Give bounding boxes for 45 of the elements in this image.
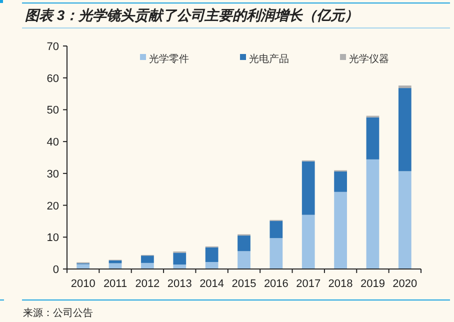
bar <box>270 238 283 269</box>
y-tick-label: 60 <box>46 72 59 85</box>
source-note: 来源：公司公告 <box>23 307 93 319</box>
bar <box>76 264 90 269</box>
x-tick-label: 2016 <box>264 278 288 290</box>
bar <box>398 171 412 269</box>
bar <box>205 262 218 269</box>
bar <box>366 159 380 269</box>
bar <box>398 86 412 88</box>
x-tick-label: 2017 <box>296 278 321 290</box>
bar <box>173 264 186 269</box>
bar <box>334 192 347 269</box>
bar <box>205 247 218 262</box>
y-tick-label: 20 <box>46 200 59 212</box>
legend-label: 光电产品 <box>249 53 289 65</box>
x-tick-label: 2012 <box>135 278 160 290</box>
bar <box>270 220 283 238</box>
x-tick-label: 2013 <box>167 278 192 290</box>
y-tick-label: 40 <box>46 136 59 149</box>
x-tick-label: 2014 <box>200 278 224 290</box>
chart-title: 图表 3：光学镜头贡献了公司主要的利润增长（亿元） <box>25 7 359 23</box>
bar <box>334 172 347 192</box>
y-tick-label: 30 <box>46 168 59 180</box>
legend-label: 光学仪器 <box>349 53 389 65</box>
bar <box>366 117 380 160</box>
x-tick-label: 2019 <box>360 278 385 290</box>
legend-label: 光学零件 <box>149 53 189 65</box>
bar <box>302 161 315 215</box>
x-tick-label: 2011 <box>103 278 128 290</box>
x-tick-label: 2020 <box>392 278 418 290</box>
bar <box>108 260 122 264</box>
bar <box>141 256 154 263</box>
bar <box>238 251 250 269</box>
bar <box>302 214 315 269</box>
bar <box>238 236 250 252</box>
bar <box>173 252 186 265</box>
y-tick-label: 70 <box>46 41 59 53</box>
x-tick-label: 2010 <box>70 278 96 290</box>
y-tick-label: 10 <box>46 232 59 244</box>
x-tick-label: 2015 <box>232 278 256 290</box>
bar <box>398 88 412 172</box>
y-tick-label: 0 <box>52 264 59 276</box>
bar <box>141 262 154 269</box>
y-tick-label: 50 <box>46 104 59 117</box>
x-tick-label: 2018 <box>328 278 353 290</box>
